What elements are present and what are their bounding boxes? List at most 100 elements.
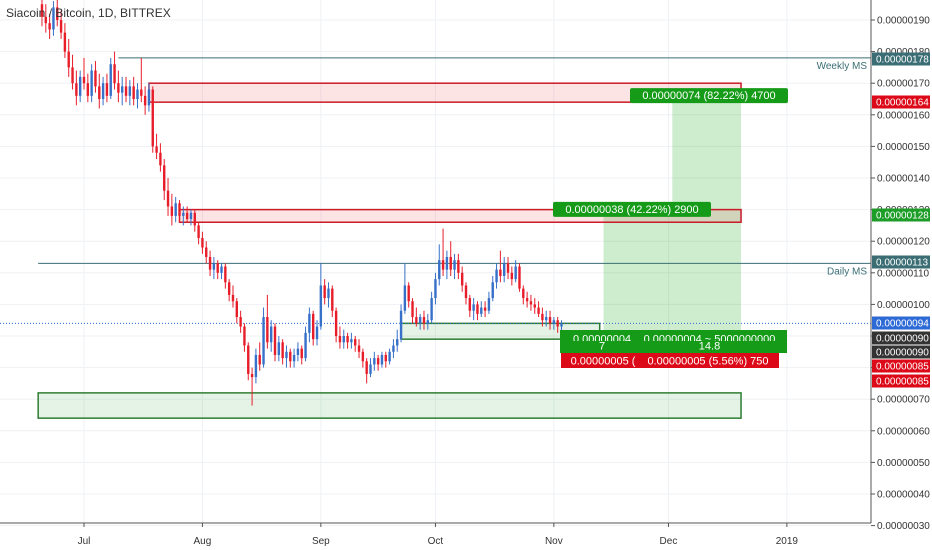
candle-body bbox=[59, 20, 63, 33]
candle-body bbox=[388, 351, 391, 362]
candle-body bbox=[560, 323, 563, 327]
candle-body bbox=[457, 260, 460, 273]
candle-body bbox=[548, 317, 552, 324]
candle-body bbox=[453, 260, 456, 270]
candle-body bbox=[338, 336, 342, 343]
candle-body bbox=[552, 320, 556, 324]
candle-body bbox=[98, 86, 101, 99]
target-area bbox=[672, 102, 742, 336]
candle-body bbox=[503, 263, 506, 276]
candle-body bbox=[44, 16, 47, 24]
position-tag-label: 14.8 bbox=[699, 341, 720, 353]
candle-body bbox=[506, 263, 510, 273]
y-tick-label: 0.00000060 bbox=[877, 426, 930, 437]
candle-body bbox=[483, 307, 487, 311]
candle-body bbox=[327, 288, 330, 299]
candle-body bbox=[78, 76, 82, 96]
candle-body bbox=[476, 304, 479, 314]
x-tick-label: Jul bbox=[78, 536, 91, 547]
y-tick-label: 0.00000150 bbox=[877, 142, 930, 153]
candle-body bbox=[357, 345, 361, 352]
y-tick-label: 0.00000160 bbox=[877, 110, 930, 121]
candle-body bbox=[185, 212, 189, 220]
target-label-box bbox=[630, 88, 788, 104]
position-tag-label: 0.00000005 (5.56%) 750 bbox=[647, 356, 768, 368]
price-mark-tag bbox=[872, 359, 930, 373]
candle-body bbox=[334, 310, 338, 336]
candle-body bbox=[438, 260, 441, 280]
zone-layer bbox=[37, 82, 742, 419]
candle-body bbox=[193, 212, 196, 226]
candle-body bbox=[231, 294, 235, 302]
x-tick-label: Dec bbox=[660, 536, 678, 547]
candle-body bbox=[281, 342, 284, 359]
candle-body bbox=[117, 83, 120, 93]
candle-body bbox=[243, 326, 246, 346]
price-mark-tag bbox=[872, 52, 930, 66]
price-mark-label: 0.00000128 bbox=[876, 211, 929, 222]
y-tick-label: 0.00000190 bbox=[877, 16, 930, 27]
candle-body bbox=[113, 64, 116, 84]
time-axis: Jul Aug Sep Oct Nov Dec 2019 bbox=[0, 522, 871, 547]
price-mark-tag bbox=[872, 374, 930, 388]
chart-title: Siacoin / Bitcoin, 1D, BITTREX bbox=[6, 6, 171, 20]
candle-body bbox=[254, 354, 258, 378]
candle-body bbox=[239, 317, 242, 327]
candle-body bbox=[361, 351, 365, 362]
position-tag-box bbox=[561, 353, 645, 368]
y-tick-label: 0.00000140 bbox=[877, 174, 930, 185]
candle-body bbox=[285, 351, 288, 359]
candle-body bbox=[460, 272, 464, 286]
position-tag-label: 7 bbox=[599, 341, 605, 353]
candle-body bbox=[468, 298, 472, 311]
candle-body bbox=[101, 83, 105, 99]
price-mark-label: 0.00000090 bbox=[876, 348, 929, 359]
target-area bbox=[603, 215, 673, 336]
chart-grid bbox=[0, 0, 871, 527]
candle-layer bbox=[40, 0, 563, 406]
position-tag-label: 0.00000005 ( bbox=[571, 356, 636, 368]
x-tick-label: Oct bbox=[428, 536, 444, 547]
candle-body bbox=[178, 203, 181, 216]
candle-body bbox=[289, 351, 292, 362]
position-tag-box bbox=[637, 353, 779, 368]
candle-body bbox=[247, 345, 250, 374]
candle-body bbox=[189, 212, 193, 220]
target-label-box bbox=[553, 201, 711, 217]
candle-body bbox=[487, 298, 491, 311]
candle-body bbox=[491, 282, 494, 299]
candle-body bbox=[396, 339, 399, 346]
candle-body bbox=[441, 260, 445, 270]
candle-body bbox=[155, 146, 158, 153]
y-tick-label: 0.00000110 bbox=[877, 268, 930, 279]
candle-body bbox=[258, 354, 261, 365]
candle-body bbox=[369, 364, 372, 374]
candle-body bbox=[403, 285, 407, 311]
candle-body bbox=[510, 272, 514, 280]
candle-body bbox=[529, 301, 533, 305]
price-mark-label: 0.00000113 bbox=[876, 258, 929, 269]
candle-body bbox=[472, 304, 475, 311]
candle-body bbox=[205, 247, 208, 257]
candle-body bbox=[556, 320, 559, 327]
candle-body bbox=[105, 83, 109, 96]
candle-body bbox=[376, 358, 380, 365]
candle-body bbox=[308, 313, 311, 333]
candle-body bbox=[182, 212, 185, 216]
candle-body bbox=[399, 310, 403, 340]
price-mark-tag bbox=[872, 208, 930, 222]
candle-body bbox=[151, 89, 154, 147]
candle-body bbox=[163, 165, 166, 191]
candle-body bbox=[411, 301, 414, 318]
y-tick-label: 0.00000100 bbox=[877, 300, 930, 311]
candle-body bbox=[63, 32, 67, 52]
candle-body bbox=[434, 279, 437, 299]
price-mark-label: 0.00000094 bbox=[876, 319, 929, 330]
candle-body bbox=[518, 266, 521, 289]
candle-body bbox=[449, 257, 452, 270]
price-mark-label: 0.00000178 bbox=[876, 55, 929, 66]
candle-body bbox=[40, 4, 44, 17]
level-label: Weekly MS bbox=[817, 61, 868, 72]
candle-body bbox=[212, 263, 216, 270]
